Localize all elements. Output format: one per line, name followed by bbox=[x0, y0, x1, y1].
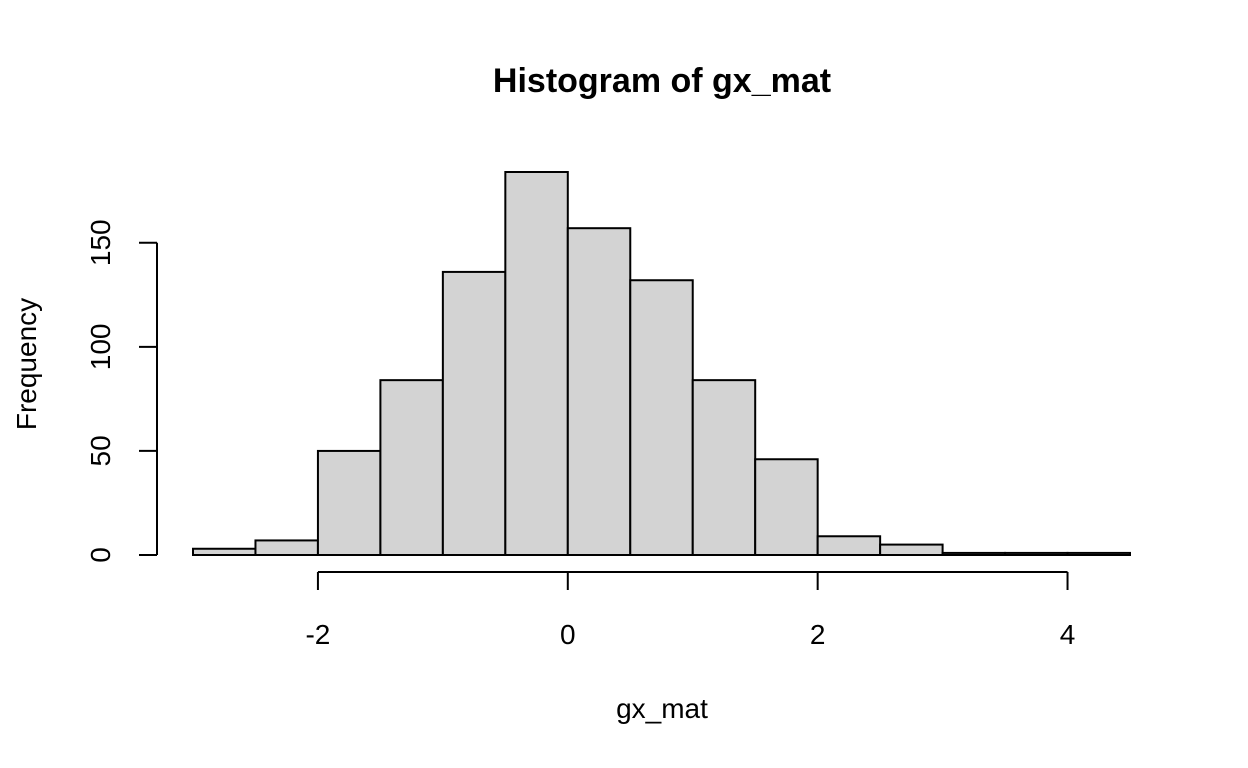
histogram-bar bbox=[879, 543, 944, 557]
y-tick-label: 50 bbox=[85, 435, 116, 466]
histogram-bar bbox=[1066, 551, 1131, 556]
y-tick-label: 100 bbox=[85, 323, 116, 370]
histogram-bar bbox=[316, 449, 382, 557]
y-axis: 0 50 100 150 bbox=[85, 219, 158, 563]
histogram-bar bbox=[754, 458, 819, 556]
histogram-bar bbox=[441, 270, 507, 556]
x-tick-label: 0 bbox=[560, 619, 576, 650]
histogram-bar bbox=[941, 551, 1007, 556]
chart-title: Histogram of gx_mat bbox=[493, 62, 831, 100]
x-tick-label: -2 bbox=[305, 619, 330, 650]
histogram-bar bbox=[816, 535, 882, 556]
x-axis-label: gx_mat bbox=[616, 693, 708, 724]
x-tick-label: 4 bbox=[1060, 619, 1076, 650]
bars-group bbox=[192, 171, 1131, 557]
y-tick-label: 0 bbox=[85, 547, 116, 563]
histogram-bar bbox=[1004, 551, 1069, 556]
histogram-bar bbox=[192, 547, 257, 556]
histogram-bar bbox=[254, 539, 319, 556]
y-tick-label: 150 bbox=[85, 219, 116, 266]
histogram-bar bbox=[504, 171, 569, 556]
histogram-bar bbox=[629, 279, 694, 556]
y-axis-label: Frequency bbox=[11, 298, 42, 430]
histogram-bar bbox=[379, 379, 444, 556]
x-tick-label: 2 bbox=[810, 619, 826, 650]
x-axis: -2 0 2 4 bbox=[305, 571, 1076, 650]
histogram-bar bbox=[691, 379, 757, 556]
histogram-bar bbox=[566, 227, 632, 556]
